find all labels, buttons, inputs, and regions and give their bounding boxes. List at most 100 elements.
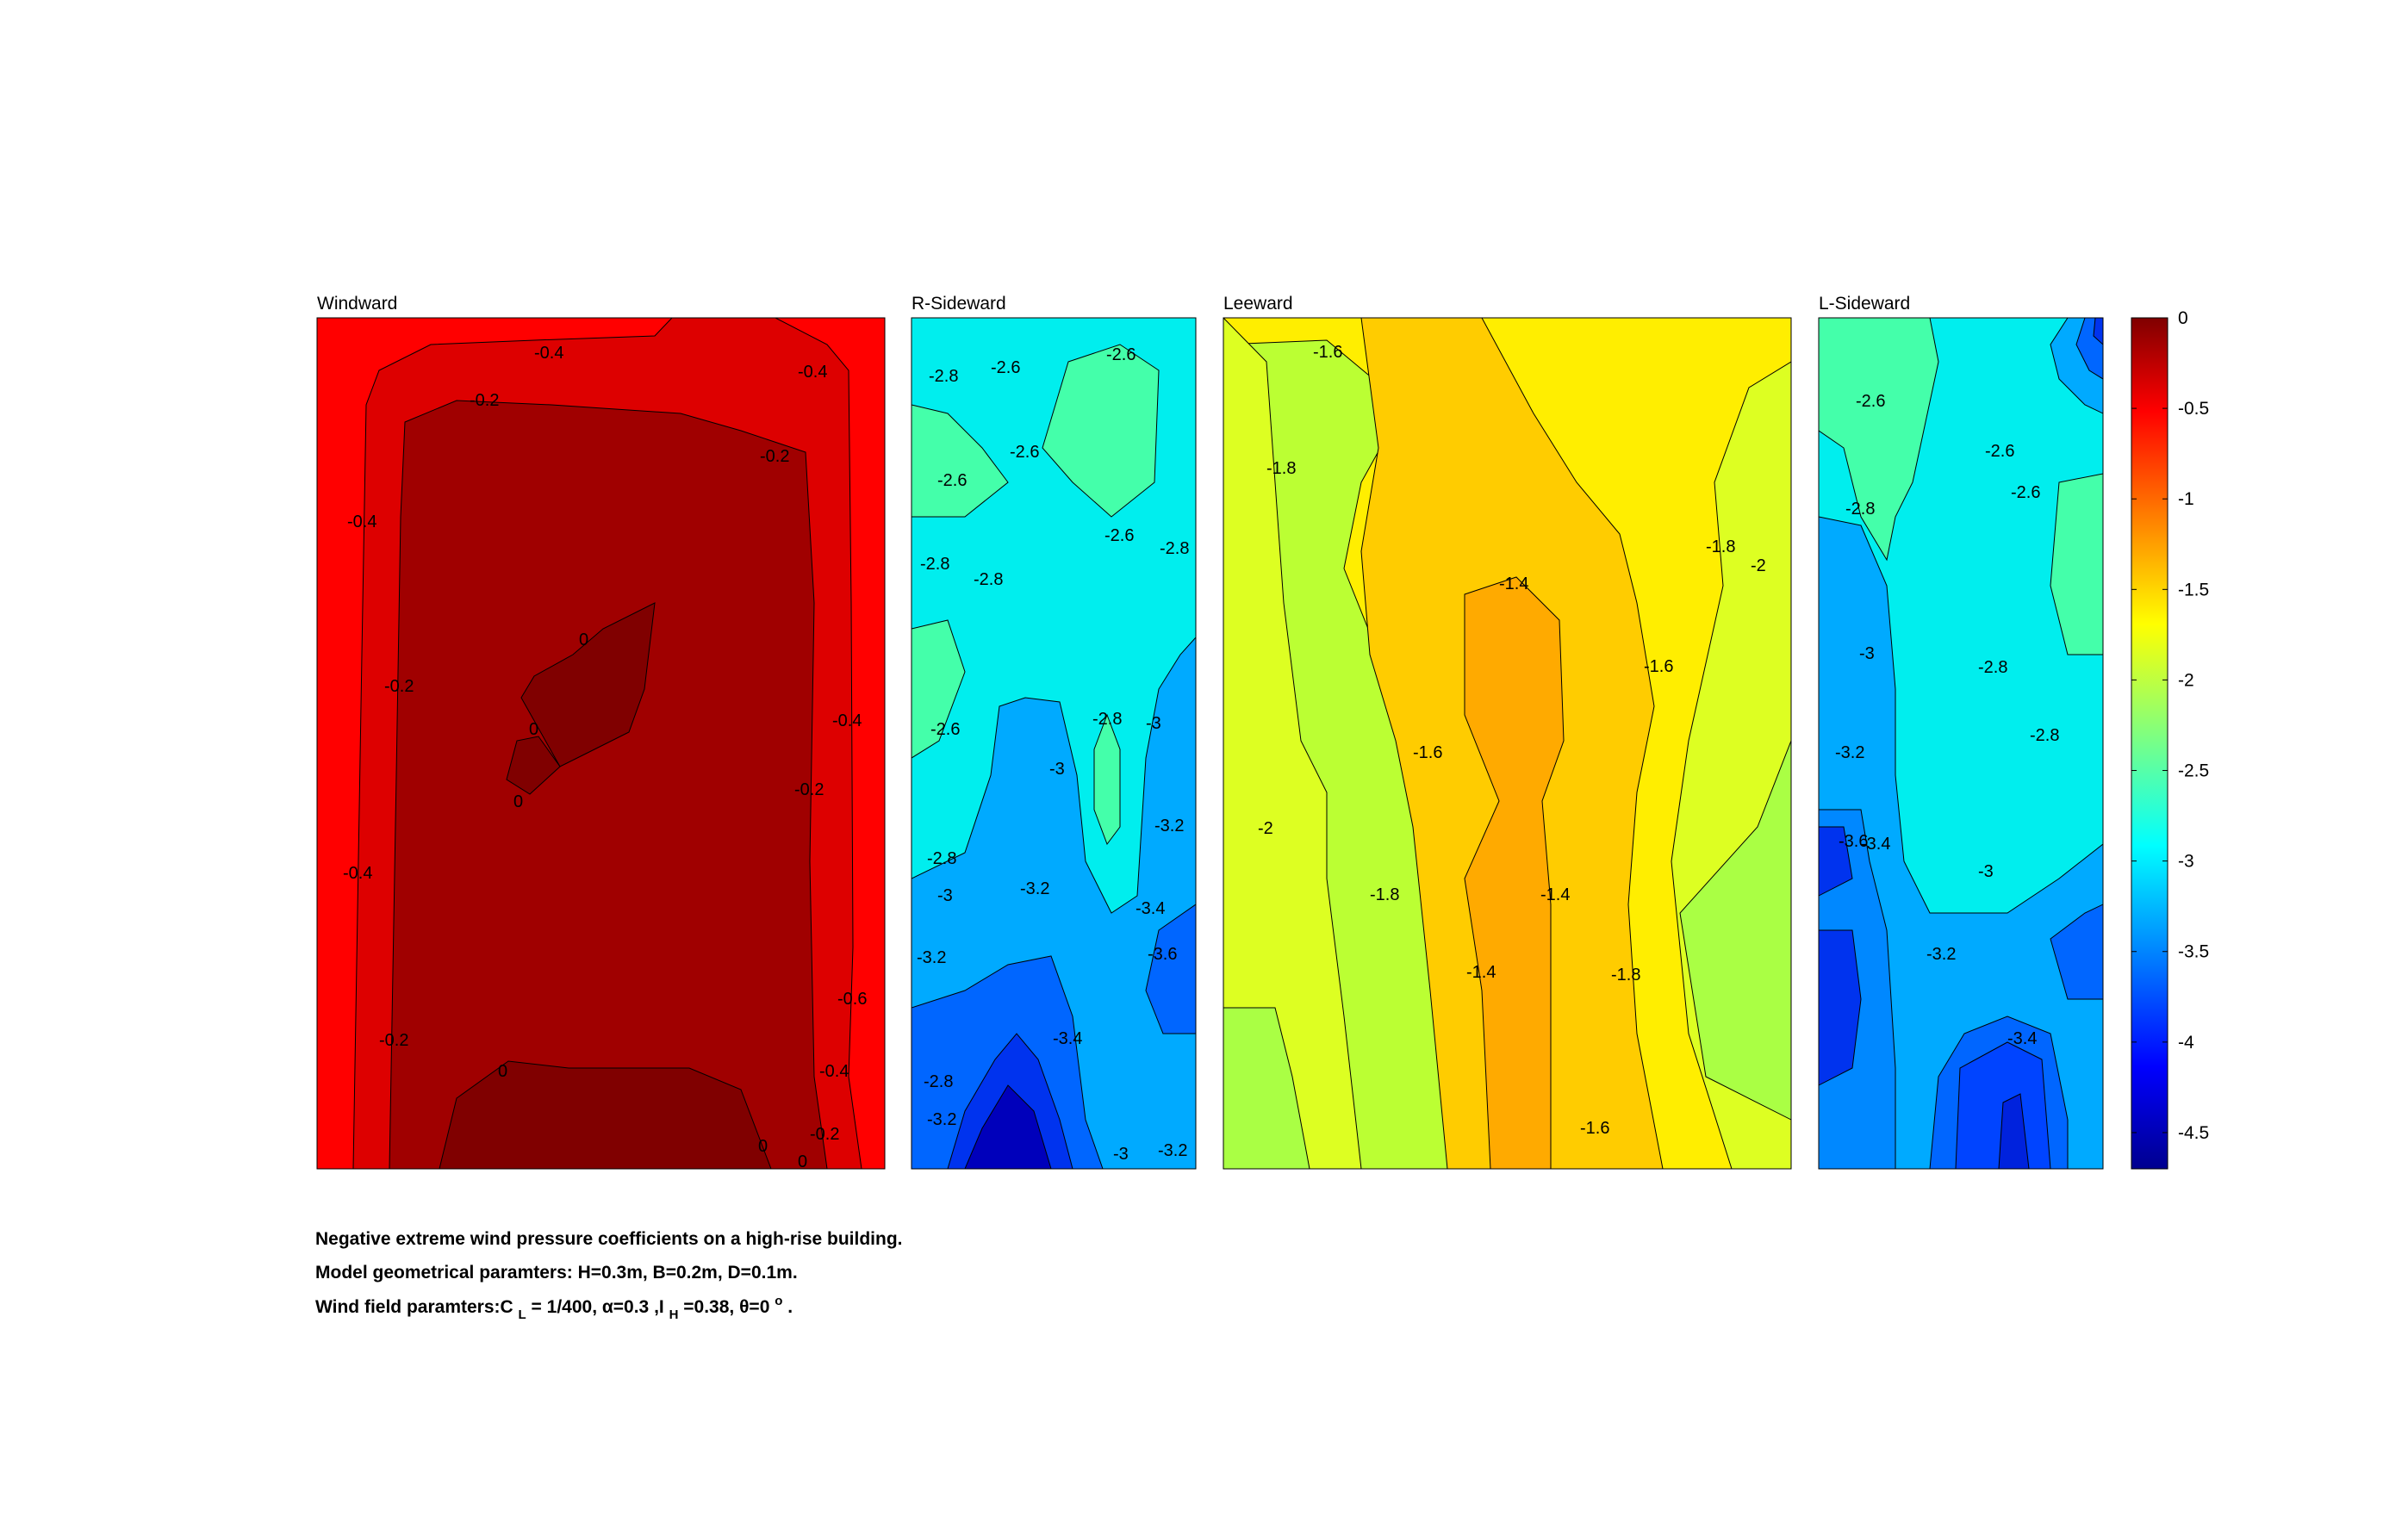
- contour-label: -3.2: [1158, 1141, 1187, 1160]
- contour-label: -2.8: [924, 1072, 953, 1091]
- contour-region: [1819, 318, 1939, 562]
- caption: Negative extreme wind pressure coefficie…: [315, 1229, 903, 1322]
- contour-label: -0.2: [470, 391, 499, 410]
- contour-label: -2.8: [1160, 539, 1189, 558]
- contour-label: -2: [1258, 819, 1273, 838]
- contour-label: -0.2: [379, 1031, 408, 1050]
- colorbar-tick-label: -2.5: [2178, 761, 2209, 781]
- caption-line-1: Negative extreme wind pressure coefficie…: [315, 1229, 903, 1249]
- contour-region: [2093, 318, 2103, 345]
- contour-label: -2.6: [930, 720, 960, 739]
- contour-fill-l-sideward: [1819, 318, 2103, 1169]
- contour-label: -0.2: [384, 677, 414, 696]
- colorbar-tick-label: -4: [2178, 1033, 2194, 1053]
- panel-title-l-sideward: L-Sideward: [1819, 294, 1910, 314]
- contour-label: -2.6: [1106, 345, 1136, 364]
- contour-label: -3.2: [927, 1110, 956, 1129]
- contour-label: -3.4: [1861, 835, 1890, 854]
- contour-region: [1819, 826, 1853, 897]
- contour-label: -3.6: [1839, 832, 1868, 851]
- plot-frame: [1223, 317, 1792, 1170]
- panel-leeward: Leeward -1.6 -1.8 -1.8 -2 -1.4 -1.6 -1.6…: [1223, 294, 1792, 1170]
- contour-label: -2.8: [1978, 658, 2007, 677]
- contour-label: -1.8: [1266, 459, 1296, 478]
- contour-label: -1.6: [1644, 657, 1673, 676]
- contour-region: [1223, 318, 1362, 1169]
- colorbar-tick-label: 0: [2178, 308, 2188, 328]
- contour-label: -0.4: [343, 864, 372, 883]
- contour-label: -2: [1751, 556, 1766, 575]
- caption-sub-h: H: [669, 1307, 679, 1322]
- contour-label: -0.4: [347, 512, 376, 531]
- contour-label: -0.4: [534, 344, 563, 363]
- contour-label: -1.8: [1706, 537, 1735, 556]
- contour-label: -3.4: [1053, 1029, 1082, 1048]
- panel-r-sideward: R-Sideward -2.8 -2.6 -2.6 -2.6 -2.6 -2.6…: [911, 294, 1197, 1170]
- plot-frame: [1818, 317, 2104, 1170]
- contour-label: -1.4: [1540, 885, 1570, 904]
- contour-label: -0.4: [819, 1062, 849, 1081]
- contour-label: -3.2: [1154, 817, 1184, 835]
- contour-label: 0: [798, 1152, 807, 1171]
- contour-label: -0.6: [837, 990, 867, 1009]
- contour-label: -2.6: [1104, 526, 1134, 545]
- caption-sub-l: L: [519, 1307, 526, 1322]
- panel-title-windward: Windward: [317, 294, 397, 314]
- contour-label: -3: [937, 886, 953, 905]
- contour-region: [1042, 344, 1160, 518]
- contour-label: -3: [1049, 760, 1065, 779]
- panel-title-leeward: Leeward: [1223, 294, 1293, 314]
- contour-labels-windward: -0.4 -0.4 -0.2 -0.2 -0.4 -0.2 0 0 0 -0.4…: [343, 344, 867, 1171]
- contour-label: 0: [579, 630, 588, 649]
- contour-region: [520, 602, 656, 767]
- contour-label: -3.2: [917, 948, 946, 967]
- contour-label: 0: [498, 1062, 507, 1081]
- plot-frame: [911, 317, 1197, 1170]
- caption-line-3-mid1: = 1/400, α=0.3 ,I: [532, 1297, 664, 1317]
- contour-label: -3.2: [1926, 945, 1956, 964]
- colorbar-tick-label: -4.5: [2178, 1123, 2209, 1143]
- contour-label: -3.4: [1136, 899, 1165, 918]
- contour-label: -2.6: [991, 358, 1020, 377]
- plot-frame: [316, 317, 886, 1170]
- contour-region: [2050, 904, 2103, 1000]
- contour-label: -2.6: [937, 471, 967, 490]
- contour-label: -1.6: [1413, 743, 1442, 762]
- contour-label: -1.8: [1611, 966, 1640, 985]
- contour-region: [1998, 1093, 2030, 1169]
- contour-fill-windward: [317, 318, 885, 1169]
- contour-label: -3.2: [1020, 879, 1049, 898]
- contour-region: [1223, 1007, 1310, 1169]
- caption-line-2: Model geometrical paramters: H=0.3m, B=0…: [315, 1263, 798, 1283]
- contour-region: [439, 1060, 772, 1169]
- caption-line-3-prefix: Wind field paramters:C: [315, 1297, 513, 1317]
- contour-label: -1.4: [1466, 963, 1496, 982]
- contour-label: 0: [513, 792, 523, 811]
- contour-region: [1093, 713, 1121, 846]
- contour-label: -2.6: [1856, 392, 1885, 411]
- contour-labels-l-sideward: -2.6 -2.6 -2.6 -2.8 -3 -2.8 -2.8 -3.2 -3…: [1835, 392, 2059, 1048]
- contour-region: [2050, 473, 2103, 655]
- contour-label: -0.2: [760, 447, 789, 466]
- contour-label: -3: [1978, 862, 1994, 881]
- caption-line-3-mid2: =0.38, θ=0: [683, 1297, 769, 1317]
- contour-label: -3.4: [2007, 1029, 2037, 1048]
- contour-label: -2.6: [1010, 443, 1039, 462]
- panel-title-r-sideward: R-Sideward: [912, 294, 1006, 314]
- contour-label: -0.2: [794, 780, 824, 799]
- contour-label: -2.8: [920, 555, 949, 574]
- contour-region: [506, 736, 561, 795]
- contour-label: -3.6: [1148, 945, 1177, 964]
- contour-region: [1145, 904, 1196, 1034]
- contour-region: [1464, 576, 1565, 1169]
- colorbar-tick-label: -0.5: [2178, 399, 2209, 419]
- contour-region: [389, 400, 828, 1169]
- contour-label: -1.8: [1370, 885, 1399, 904]
- colorbar-tick-label: -3.5: [2178, 942, 2209, 962]
- contour-fill-leeward: [1223, 318, 1791, 1169]
- contour-labels-leeward: -1.6 -1.8 -1.8 -2 -1.4 -1.6 -1.6 -2 -1.8…: [1258, 343, 1766, 1138]
- contour-label: -2.8: [927, 849, 956, 868]
- contour-region: [964, 1084, 1052, 1169]
- colorbar-tick-label: -2: [2178, 670, 2194, 690]
